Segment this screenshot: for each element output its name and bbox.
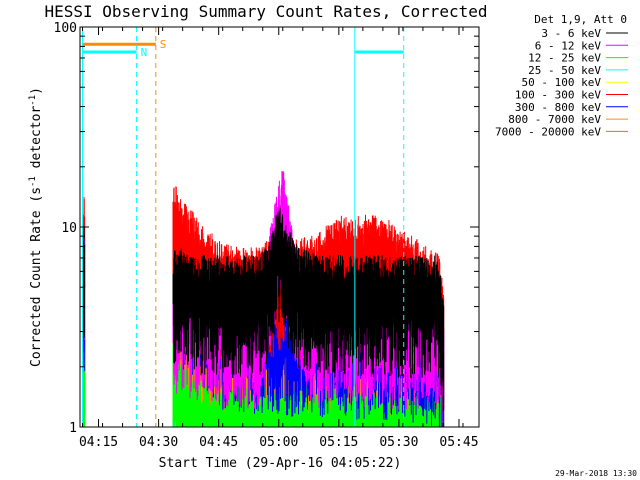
series-0-segment-1 xyxy=(172,207,445,412)
x-axis: 04:15 04:30 04:45 05:00 05:15 05:30 05:45 xyxy=(79,27,479,450)
y-axis-label: Corrected Count Rate (s-1 detector-1) xyxy=(28,87,44,367)
legend-entry-label-8: 7000 - 20000 keV xyxy=(495,125,601,138)
legend-entry-label-6: 300 - 800 keV xyxy=(515,101,601,114)
x-tick-label-0: 04:15 xyxy=(79,435,118,450)
chart-title: HESSI Observing Summary Count Rates, Cor… xyxy=(44,2,487,21)
legend-entry-label-0: 3 - 6 keV xyxy=(541,27,601,40)
y-axis-label-exp2: -1 xyxy=(28,95,38,106)
x-tick-label-3: 05:00 xyxy=(259,435,298,450)
x-tick-label-5: 05:30 xyxy=(379,435,418,450)
y-axis-label-exp1: -1 xyxy=(28,176,38,187)
legend-entry-label-2: 12 - 25 keV xyxy=(528,52,601,65)
y-axis-label-main: Corrected Count Rate (s xyxy=(29,187,44,367)
legend-entry-label-7: 800 - 7000 keV xyxy=(508,113,601,126)
x-tick-label-4: 05:15 xyxy=(319,435,358,450)
legend-header: Det 1,9, Att 0 xyxy=(534,13,627,26)
x-tick-label-2: 04:45 xyxy=(199,435,238,450)
x-tick-label-6: 05:45 xyxy=(439,435,478,450)
footer-timestamp: 29-Mar-2018 13:30 xyxy=(555,469,637,478)
legend-entry-label-5: 100 - 300 keV xyxy=(515,89,601,102)
x-axis-label: Start Time (29-Apr-16 04:05:22) xyxy=(159,456,402,471)
y-tick-label-2: 100 xyxy=(54,21,77,36)
flag-bars: SN xyxy=(82,38,404,59)
night-flag-label: N xyxy=(141,46,148,59)
y-axis-label-end: ) xyxy=(29,87,44,95)
legend-entry-label-4: 50 - 100 keV xyxy=(522,76,602,89)
y-tick-label-1: 10 xyxy=(61,221,77,236)
y-tick-label-0: 1 xyxy=(69,421,77,436)
saa-flag-label: S xyxy=(160,38,167,51)
y-axis-label-mid: detector xyxy=(29,106,44,177)
y-axis: 1 10 100 xyxy=(54,21,479,436)
legend-entry-label-1: 6 - 12 keV xyxy=(535,39,602,52)
x-tick-label-1: 04:30 xyxy=(139,435,178,450)
legend-entry-label-3: 25 - 50 keV xyxy=(528,64,601,77)
